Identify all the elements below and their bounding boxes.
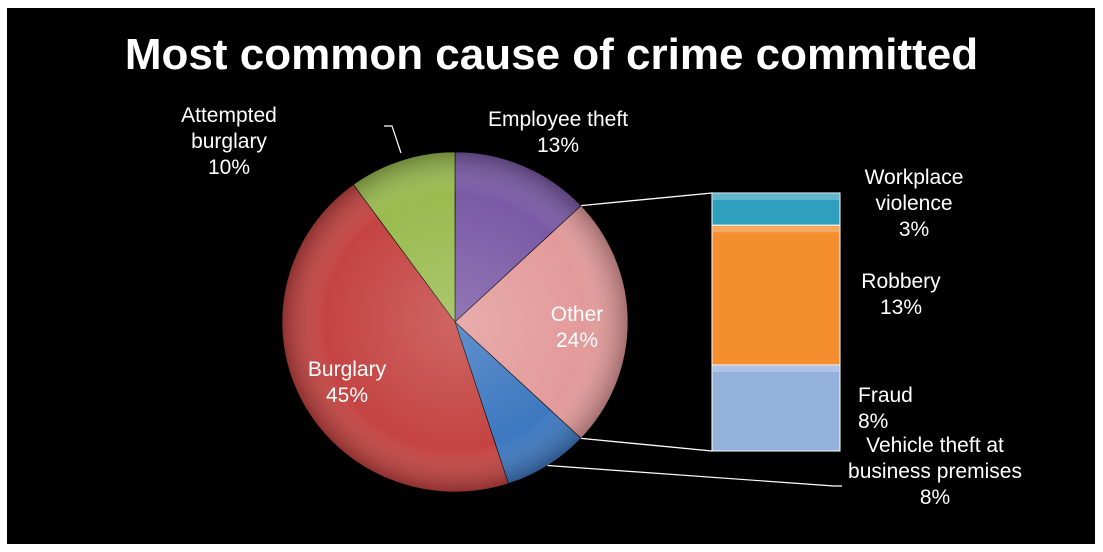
bar-segment-fraud [711,364,841,452]
leader-line-attempted-burglary [384,125,402,154]
data-label-robbery: Robbery 13% [861,270,941,319]
bar-segment-highlight [713,194,839,200]
bar-segment-robbery [711,224,841,366]
data-label-burglary: Burglary 45% [308,358,387,407]
bar-segment-highlight [713,366,839,372]
data-label-employee-theft: Employee theft 13% [488,108,628,157]
data-labels: Employee theft 13% Other 24% Burglary 45% Atte… [181,104,1022,509]
breakdown-bar [711,192,841,452]
data-label-other: Other 24% [551,303,604,352]
bar-segment-highlight [713,226,839,233]
connector-line-bottom [581,437,713,452]
connector-line-top [581,192,713,207]
data-label-attempted-burglary: Attempted burglary 10% [181,104,277,179]
chart-title: Most common cause of crime committed [124,30,979,79]
leader-line-vehicle-theft [547,464,842,487]
data-label-vehicle-theft: Vehicle theft at business premises 8% [848,434,1022,509]
connector-lines [581,192,713,452]
data-label-fraud: Fraud 8% [858,384,913,433]
data-label-workplace-violence: Workplace violence 3% [865,166,964,241]
